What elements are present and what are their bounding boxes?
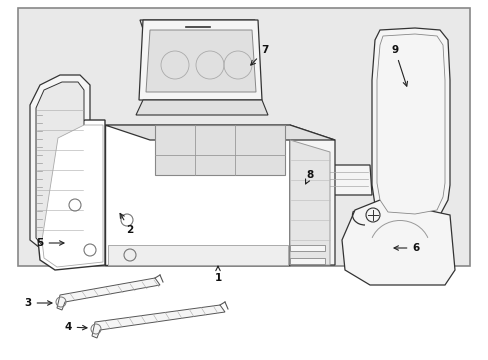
Polygon shape: [289, 125, 334, 265]
Polygon shape: [139, 20, 262, 100]
Polygon shape: [57, 278, 160, 310]
Polygon shape: [341, 200, 454, 285]
Polygon shape: [42, 125, 103, 267]
Text: 3: 3: [24, 298, 52, 308]
Polygon shape: [371, 28, 449, 220]
Bar: [289, 258, 325, 264]
Polygon shape: [376, 34, 444, 214]
Polygon shape: [289, 140, 329, 265]
Text: 4: 4: [64, 322, 87, 332]
Polygon shape: [145, 35, 249, 55]
Text: 7: 7: [250, 45, 268, 65]
Text: 1: 1: [214, 266, 221, 283]
Polygon shape: [108, 245, 287, 265]
Polygon shape: [105, 125, 334, 140]
Polygon shape: [36, 82, 84, 245]
Polygon shape: [146, 30, 256, 92]
Polygon shape: [136, 100, 267, 115]
Polygon shape: [287, 165, 371, 195]
Bar: [289, 245, 325, 251]
Text: 9: 9: [390, 45, 407, 86]
Polygon shape: [155, 125, 285, 175]
Text: 6: 6: [393, 243, 419, 253]
Text: 5: 5: [36, 238, 64, 248]
Polygon shape: [105, 125, 289, 265]
Text: 2: 2: [120, 213, 133, 235]
Polygon shape: [30, 75, 90, 248]
Text: 8: 8: [305, 170, 313, 184]
Polygon shape: [140, 20, 254, 35]
Bar: [18, 8, 469, 266]
Polygon shape: [92, 305, 224, 338]
Polygon shape: [38, 120, 105, 270]
